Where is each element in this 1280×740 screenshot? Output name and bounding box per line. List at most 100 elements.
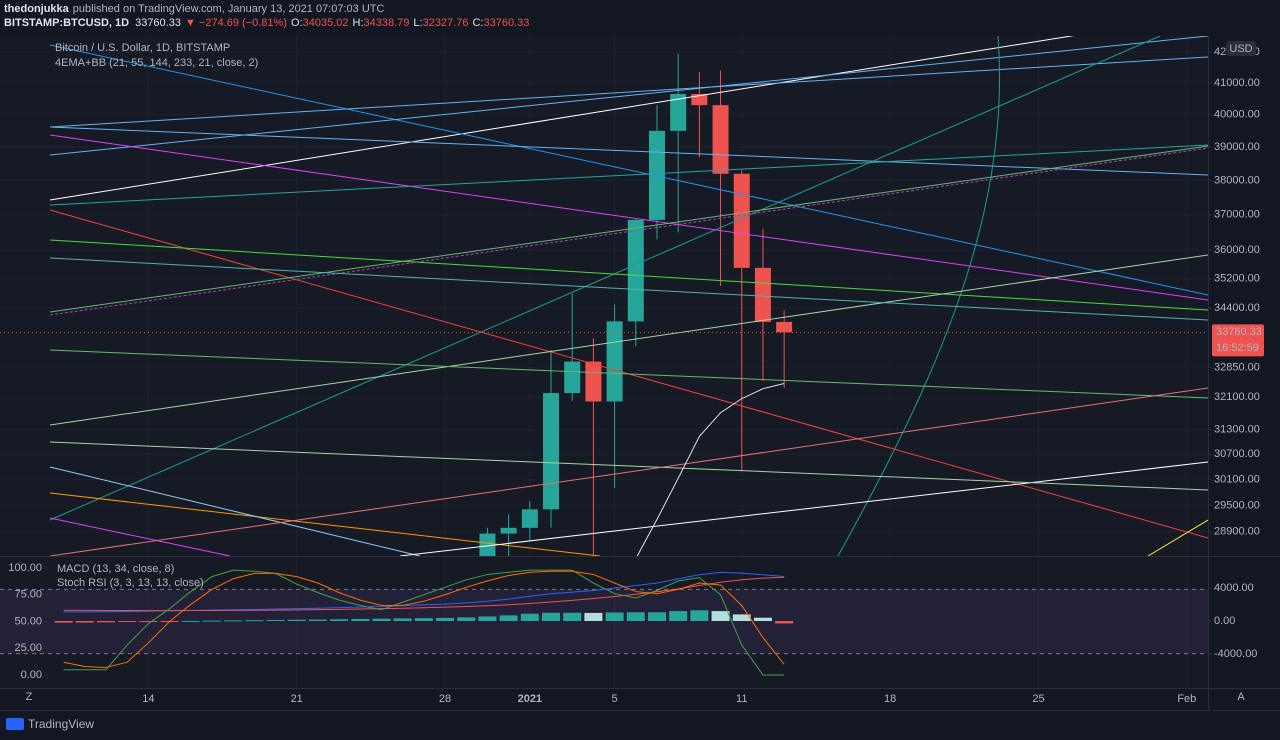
- y-tick-label: 30700.00: [1214, 448, 1260, 460]
- x-tick-label: 2021: [518, 693, 542, 705]
- candle-body: [627, 219, 644, 322]
- histogram-bar: [96, 620, 115, 623]
- x-tick-label: 14: [142, 693, 154, 705]
- y-tick-label: 32850.00: [1214, 361, 1260, 373]
- candle-body: [585, 361, 602, 402]
- y-tick-label: 39000.00: [1214, 141, 1260, 153]
- symbol-line: BITSTAMP:BTCUSD, 1D 33760.33 ▼ −274.69 (−0…: [4, 17, 529, 29]
- currency[interactable]: USD: [1229, 43, 1252, 55]
- indicator-line: [63, 569, 785, 676]
- candle-body: [776, 321, 793, 333]
- indicator-pane: [0, 557, 1208, 688]
- trend-line: [49, 492, 601, 556]
- trend-line: [49, 349, 1208, 399]
- y2-tick-label: 4000.00: [1214, 582, 1254, 594]
- trend-line: [49, 257, 1208, 321]
- published: published on TradingView.com, January 13…: [73, 3, 385, 15]
- candle-body: [754, 267, 771, 322]
- trend-line: [49, 56, 1208, 128]
- x-tick-label: 21: [291, 693, 303, 705]
- trend-line: [49, 144, 1208, 206]
- last-price: 33760.33: [135, 17, 181, 29]
- trend-line: [1147, 519, 1208, 556]
- chart-title: Bitcoin / U.S. Dollar, 1D, BITSTAMP: [55, 42, 230, 54]
- histogram-bar: [732, 614, 751, 621]
- candle-body: [733, 173, 750, 268]
- histogram-bar: [54, 620, 73, 623]
- candle-body: [648, 130, 665, 220]
- trend-line: [49, 517, 231, 556]
- indicator-title: Stoch RSI (3, 3, 13, 13, close): [57, 577, 204, 589]
- overlay-line: [636, 383, 785, 556]
- x-tick-label: 5: [612, 693, 618, 705]
- indicator-title: 4EMA+BB (21, 55, 144, 233, 21, close, 2): [55, 57, 258, 69]
- last-price-label: 33760.33: [1216, 326, 1262, 338]
- y-tick-label: 50.00: [14, 615, 42, 627]
- y-tick-label: 38000.00: [1214, 174, 1260, 186]
- histogram-bar: [436, 617, 455, 621]
- candles: [479, 53, 793, 556]
- candle-body: [606, 321, 623, 402]
- histogram-bar: [690, 610, 709, 621]
- histogram-bar: [414, 618, 433, 621]
- histogram-bar: [287, 619, 306, 621]
- y2-tick-label: -4000.00: [1214, 648, 1257, 660]
- overlay: [0, 331, 1208, 556]
- histogram-bar: [393, 618, 412, 621]
- trend-line: [49, 466, 421, 556]
- ohlc-label: C:: [472, 17, 483, 29]
- trend-line: [49, 44, 1208, 296]
- trend-line: [49, 126, 1208, 176]
- histogram-bar: [308, 619, 327, 621]
- change: ▼ −274.69 (−0.81%): [185, 17, 287, 29]
- histogram-bar: [584, 612, 603, 621]
- author: thedonjukka: [4, 3, 70, 15]
- trend-line: [399, 461, 1208, 556]
- currency-badge[interactable]: [1226, 41, 1256, 56]
- histogram-bar: [669, 611, 688, 621]
- histogram-bar: [118, 620, 137, 622]
- y-tick-label: 25.00: [14, 642, 42, 654]
- y-tick-label: 0.00: [21, 669, 42, 681]
- brand-logo: [6, 718, 24, 730]
- trend-line: [49, 254, 1208, 426]
- y-tick-label: 32100.00: [1214, 391, 1260, 403]
- ohlc-value: 34035.02: [303, 17, 349, 29]
- trend-line: [49, 387, 1208, 556]
- histogram-bar: [775, 620, 794, 624]
- histogram-bar: [542, 612, 561, 621]
- candle-body: [500, 527, 517, 534]
- y-tick-label: 29500.00: [1214, 499, 1260, 511]
- histogram-bar: [75, 620, 94, 623]
- indicator-line: [63, 570, 785, 669]
- x-tick-label: Feb: [1177, 693, 1196, 705]
- candle-body: [564, 361, 581, 394]
- publish-line: thedonjukka published on TradingView.com,…: [4, 3, 385, 15]
- symbol: BITSTAMP:BTCUSD, 1D: [4, 17, 129, 29]
- y-tick-label: 34400.00: [1214, 302, 1260, 314]
- histogram-bar: [372, 618, 391, 621]
- histogram-bar: [499, 615, 518, 621]
- logo-icon: [6, 718, 24, 730]
- trend-line: [49, 441, 1208, 491]
- candle-body: [521, 509, 538, 528]
- x-tick-label: 28: [439, 693, 451, 705]
- indicator-title: MACD (13, 34, close, 8): [57, 563, 174, 575]
- histogram-bar: [626, 612, 645, 621]
- zoom-button[interactable]: Z: [26, 691, 33, 703]
- auto-button[interactable]: A: [1237, 691, 1245, 703]
- histogram-bar: [457, 617, 476, 621]
- ohlc-label: O:: [291, 17, 303, 29]
- histogram-bar: [202, 620, 221, 622]
- ohlc-label: H:: [353, 17, 364, 29]
- y-tick-label: 35200.00: [1214, 273, 1260, 285]
- candle-body: [543, 393, 560, 510]
- ohlc-label: L:: [413, 17, 422, 29]
- y-tick-label: 31300.00: [1214, 423, 1260, 435]
- x-tick-label: 18: [884, 693, 896, 705]
- last-price-badge: [1212, 324, 1264, 357]
- trend-line: [49, 239, 1208, 311]
- brand: TradingView: [28, 717, 94, 731]
- histogram-bar: [266, 619, 285, 621]
